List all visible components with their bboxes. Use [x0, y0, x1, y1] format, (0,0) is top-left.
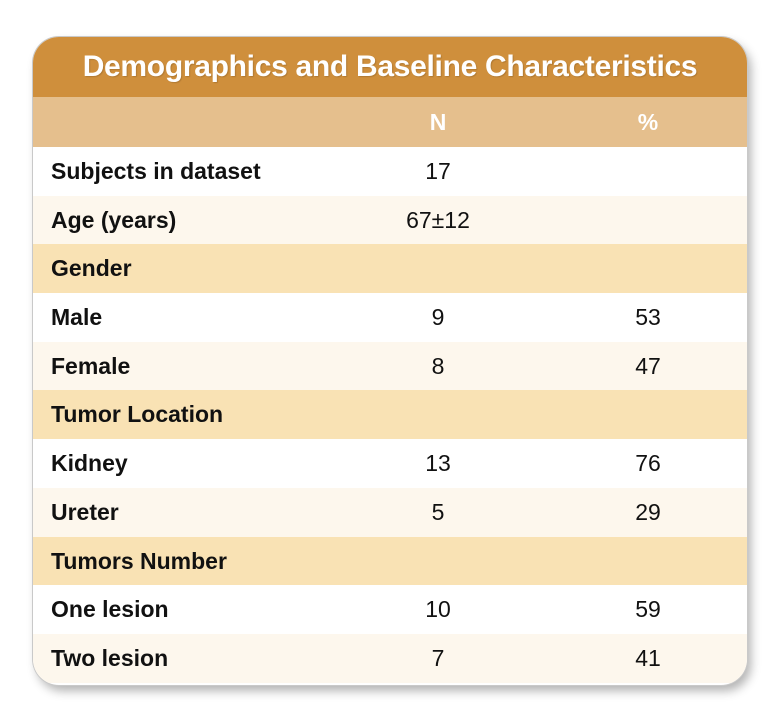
- table-row: One lesion 10 59: [33, 585, 747, 634]
- table-header-row: N %: [33, 97, 747, 147]
- row-percent-cell: 76: [635, 450, 661, 477]
- row-count-cell: [363, 537, 513, 586]
- header-n: N: [429, 109, 447, 135]
- header-percent: %: [637, 109, 659, 135]
- section-header-row: Gender: [33, 244, 747, 294]
- row-percent-cell: 47: [635, 352, 661, 379]
- row-count-cell: 13: [425, 450, 451, 477]
- row-count-cell: 5: [431, 498, 445, 525]
- table-row: Two lesion 7 41: [33, 633, 747, 683]
- row-percent-cell: 53: [635, 304, 661, 331]
- row-count-cell: 67±12: [406, 206, 470, 233]
- table-body: Subjects in dataset 17 Age (years) 67±12 Gen…: [33, 147, 747, 683]
- table-row: Kidney 13 76: [33, 439, 747, 488]
- row-percent-cell: [573, 147, 723, 196]
- row-label: Age (years): [51, 206, 177, 233]
- row-count-cell: 8: [431, 352, 445, 379]
- row-label: Kidney: [51, 450, 128, 477]
- table-row: Female 8 47: [33, 341, 747, 391]
- row-percent-cell: 29: [635, 498, 661, 525]
- section-label: Tumor Location: [51, 401, 224, 428]
- table-row: Subjects in dataset 17: [33, 147, 747, 196]
- row-count-cell: 7: [431, 644, 445, 671]
- row-label: Ureter: [51, 498, 119, 525]
- section-label: Tumors Number: [51, 547, 227, 574]
- row-label: Subjects in dataset: [51, 158, 261, 184]
- row-percent-cell: 41: [635, 644, 661, 671]
- section-label: Gender: [51, 255, 132, 282]
- row-percent-cell: [573, 196, 723, 245]
- row-percent-cell: 59: [635, 596, 661, 623]
- row-count-cell: [363, 390, 513, 439]
- row-count-cell: 10: [425, 596, 451, 623]
- row-label: Male: [51, 304, 103, 331]
- table-title-bar: Demographics and Baseline Characteristic…: [33, 37, 747, 97]
- table-row: Ureter 5 29: [33, 487, 747, 537]
- row-percent-cell: [573, 390, 723, 439]
- row-count-cell: 17: [425, 158, 451, 184]
- row-label: One lesion: [51, 596, 169, 623]
- row-percent-cell: [573, 537, 723, 586]
- row-count-cell: 9: [431, 304, 445, 331]
- table-title: Demographics and Baseline Characteristic…: [82, 50, 698, 83]
- row-percent-cell: [573, 244, 723, 293]
- section-header-row: Tumors Number: [33, 536, 747, 586]
- row-label: Two lesion: [51, 644, 169, 671]
- row-label: Female: [51, 352, 131, 379]
- demographics-table-card: Demographics and Baseline Characteristic…: [33, 37, 747, 685]
- section-header-row: Tumor Location: [33, 390, 747, 440]
- table-row: Age (years) 67±12: [33, 195, 747, 245]
- row-count-cell: [363, 244, 513, 293]
- table-row: Male 9 53: [33, 293, 747, 342]
